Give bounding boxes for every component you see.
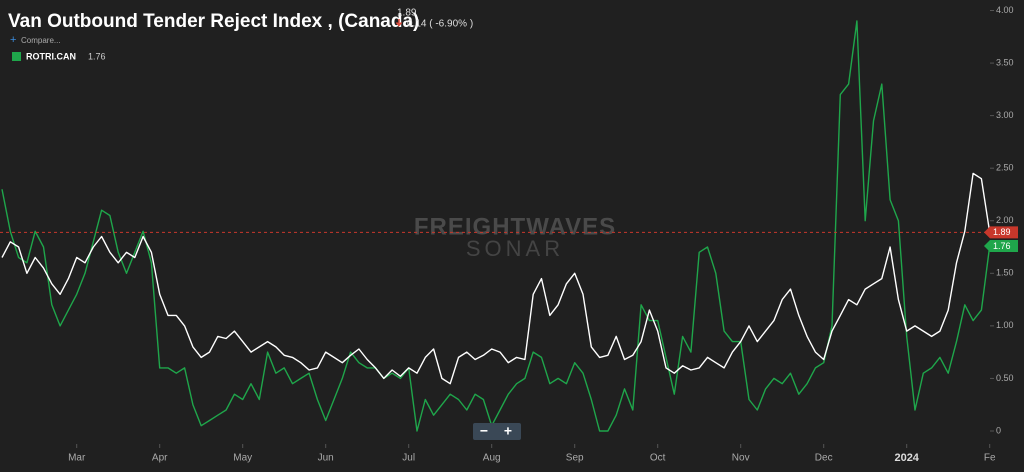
y-tick-label: 3.50 xyxy=(996,57,1014,67)
compare-plus[interactable]: + xyxy=(10,34,16,46)
x-tick-label: Jul xyxy=(402,453,415,464)
price-tag-label: 1.89 xyxy=(993,227,1011,237)
price-tag xyxy=(984,239,1018,252)
watermark: FREIGHTWAVES xyxy=(414,213,616,240)
price-tag-label: 1.76 xyxy=(993,241,1011,251)
x-tick-label: Mar xyxy=(68,453,86,464)
x-tick-label: Fe xyxy=(984,453,996,464)
y-tick-label: 2.00 xyxy=(996,215,1014,225)
y-tick-label: 3.00 xyxy=(996,110,1014,120)
zoom-bar xyxy=(473,423,521,440)
chart-title: Van Outbound Tender Reject Index , (Cana… xyxy=(8,11,419,32)
legend-swatch xyxy=(12,52,21,61)
x-tick-label: Dec xyxy=(815,453,833,464)
x-tick-label: Oct xyxy=(650,453,666,464)
last-value: 1.89 xyxy=(397,8,417,19)
zoom-out[interactable]: − xyxy=(480,423,488,439)
x-tick-label: Sep xyxy=(566,453,584,464)
y-tick-label: 1.00 xyxy=(996,320,1014,330)
series-line xyxy=(1,172,991,385)
y-tick-label: 1.50 xyxy=(996,268,1014,278)
price-tag xyxy=(984,226,1018,239)
y-tick-label: 2.50 xyxy=(996,163,1014,173)
x-tick-label: Apr xyxy=(152,453,168,464)
y-tick-label: 0 xyxy=(996,425,1001,435)
x-tick-label: Nov xyxy=(732,453,750,464)
x-tick-label: Aug xyxy=(483,453,501,464)
compare-button[interactable]: Compare... xyxy=(21,36,61,45)
y-tick-label: 0.50 xyxy=(996,373,1014,383)
x-tick-label: Jun xyxy=(318,453,334,464)
x-tick-label: May xyxy=(233,453,252,464)
x-tick-label: 2024 xyxy=(894,452,919,464)
watermark: SONAR xyxy=(466,236,564,261)
legend-label: ROTRI.CAN xyxy=(26,51,76,61)
zoom-in[interactable]: + xyxy=(504,423,512,439)
down-arrow xyxy=(395,19,403,27)
y-tick-label: 4.00 xyxy=(996,5,1014,15)
change: 0.14 ( -6.90% ) xyxy=(407,19,473,30)
legend-value: 1.76 xyxy=(88,51,106,61)
